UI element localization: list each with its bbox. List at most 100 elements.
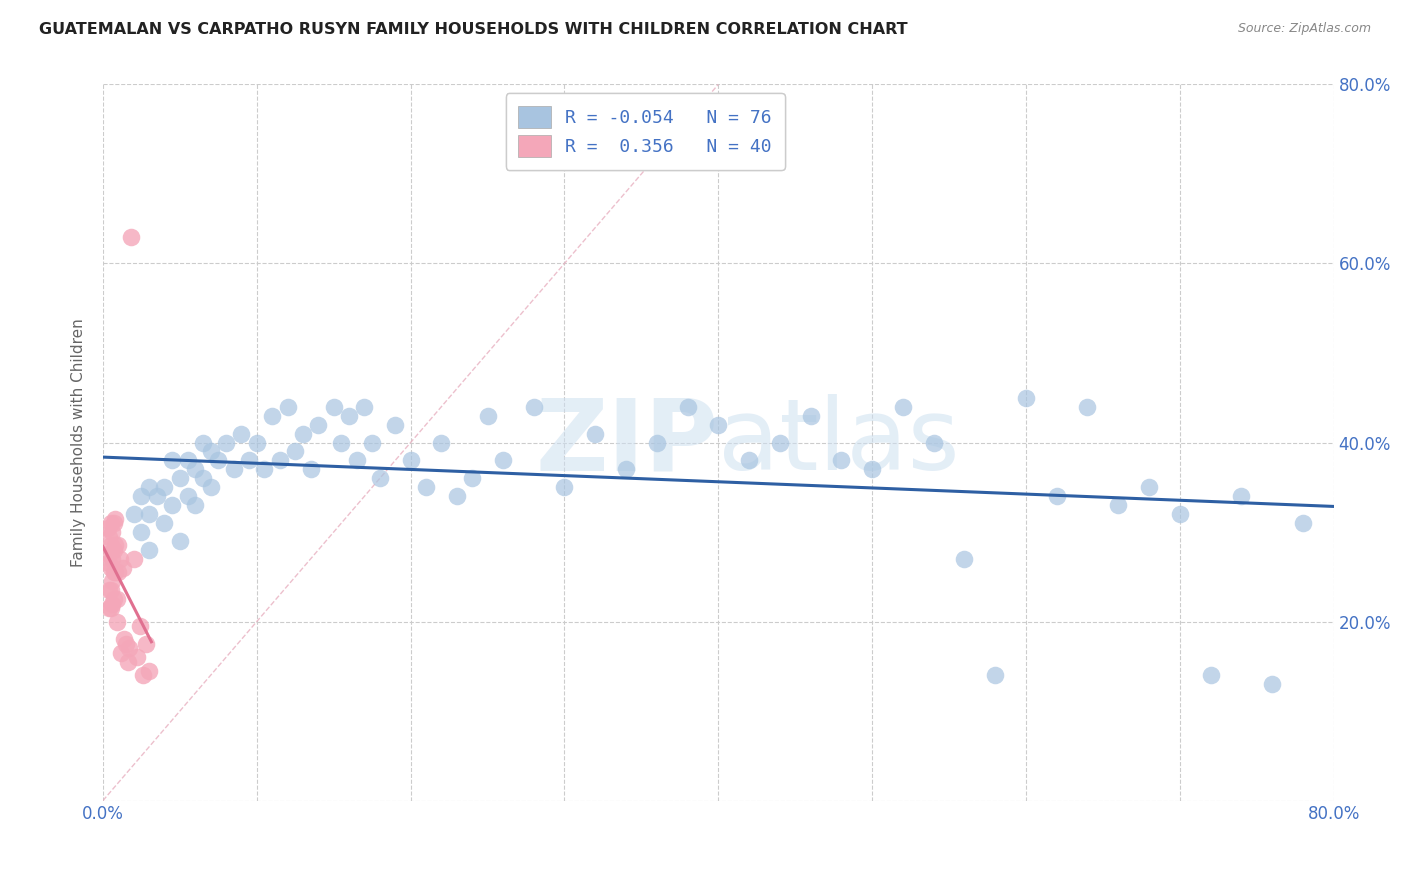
Point <box>169 471 191 485</box>
Point <box>583 426 606 441</box>
Point <box>284 444 307 458</box>
Point <box>253 462 276 476</box>
Point <box>169 534 191 549</box>
Point <box>984 668 1007 682</box>
Point <box>769 435 792 450</box>
Point <box>614 462 637 476</box>
Point <box>184 462 207 476</box>
Text: Source: ZipAtlas.com: Source: ZipAtlas.com <box>1237 22 1371 36</box>
Point <box>96 520 118 534</box>
Point <box>231 426 253 441</box>
Point <box>269 453 291 467</box>
Point <box>135 637 157 651</box>
Point <box>128 619 150 633</box>
Point <box>184 498 207 512</box>
Point <box>191 471 214 485</box>
Point <box>132 668 155 682</box>
Point <box>100 601 122 615</box>
Point <box>1015 391 1038 405</box>
Point <box>430 435 453 450</box>
Point <box>105 615 128 629</box>
Point <box>477 409 499 423</box>
Point <box>111 561 134 575</box>
Point <box>101 597 124 611</box>
Point <box>299 462 322 476</box>
Point <box>415 480 437 494</box>
Point <box>200 480 222 494</box>
Point <box>322 400 344 414</box>
Point <box>107 539 129 553</box>
Point <box>122 552 145 566</box>
Point <box>103 592 125 607</box>
Point <box>115 637 138 651</box>
Point <box>153 480 176 494</box>
Point <box>1107 498 1129 512</box>
Point <box>384 417 406 432</box>
Point <box>1046 489 1069 503</box>
Point <box>353 400 375 414</box>
Point <box>138 543 160 558</box>
Point <box>125 650 148 665</box>
Point <box>191 435 214 450</box>
Point <box>131 489 153 503</box>
Point <box>98 583 121 598</box>
Point <box>1076 400 1098 414</box>
Point <box>246 435 269 450</box>
Point <box>922 435 945 450</box>
Point <box>96 548 118 562</box>
Text: atlas: atlas <box>718 394 960 491</box>
Point <box>98 557 121 571</box>
Point <box>160 498 183 512</box>
Point <box>361 435 384 450</box>
Point <box>446 489 468 503</box>
Point <box>100 539 122 553</box>
Point <box>1168 507 1191 521</box>
Point <box>262 409 284 423</box>
Point <box>800 409 823 423</box>
Point <box>176 453 198 467</box>
Point <box>101 524 124 539</box>
Point <box>492 453 515 467</box>
Point <box>101 552 124 566</box>
Point <box>1292 516 1315 530</box>
Point <box>553 480 575 494</box>
Point <box>138 480 160 494</box>
Point <box>368 471 391 485</box>
Point <box>118 641 141 656</box>
Point <box>222 462 245 476</box>
Point <box>104 539 127 553</box>
Point <box>238 453 260 467</box>
Y-axis label: Family Households with Children: Family Households with Children <box>72 318 86 567</box>
Point <box>676 400 699 414</box>
Point <box>98 601 121 615</box>
Point <box>176 489 198 503</box>
Point <box>860 462 883 476</box>
Point <box>330 435 353 450</box>
Point <box>98 529 121 543</box>
Point <box>1137 480 1160 494</box>
Point <box>707 417 730 432</box>
Point <box>346 453 368 467</box>
Point <box>276 400 298 414</box>
Text: GUATEMALAN VS CARPATHO RUSYN FAMILY HOUSEHOLDS WITH CHILDREN CORRELATION CHART: GUATEMALAN VS CARPATHO RUSYN FAMILY HOUS… <box>39 22 908 37</box>
Point <box>100 561 122 575</box>
Point <box>100 516 122 530</box>
Point <box>120 229 142 244</box>
Point <box>108 552 131 566</box>
Point <box>131 524 153 539</box>
Point <box>107 566 129 580</box>
Point <box>105 592 128 607</box>
Legend: R = -0.054   N = 76, R =  0.356   N = 40: R = -0.054 N = 76, R = 0.356 N = 40 <box>506 94 785 170</box>
Point <box>399 453 422 467</box>
Point <box>1199 668 1222 682</box>
Point <box>138 507 160 521</box>
Point <box>138 664 160 678</box>
Point <box>200 444 222 458</box>
Point <box>145 489 167 503</box>
Point <box>117 655 139 669</box>
Point <box>1261 677 1284 691</box>
Point <box>110 646 132 660</box>
Point <box>830 453 852 467</box>
Point <box>953 552 976 566</box>
Point <box>523 400 546 414</box>
